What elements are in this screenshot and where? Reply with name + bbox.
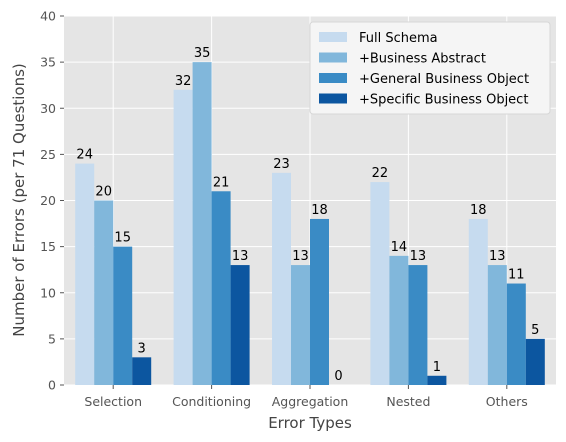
data-label: 1 <box>433 360 441 375</box>
x-tick-label: Nested <box>386 394 430 409</box>
bar <box>427 375 447 385</box>
legend-swatch <box>319 93 347 104</box>
legend-entry: +Specific Business Object <box>359 93 528 108</box>
data-label: 18 <box>470 203 487 218</box>
bar <box>192 62 212 385</box>
y-tick-label: 0 <box>48 378 56 393</box>
legend-swatch <box>319 73 347 83</box>
y-tick-label: 30 <box>40 101 56 116</box>
data-label: 3 <box>138 341 146 356</box>
y-tick-label: 20 <box>40 193 56 208</box>
y-tick-label: 5 <box>48 331 56 346</box>
bar <box>94 200 114 385</box>
y-tick-label: 25 <box>40 147 56 162</box>
bar <box>468 218 488 385</box>
data-label: 24 <box>76 148 93 163</box>
data-label: 11 <box>508 268 525 283</box>
legend-swatch <box>319 32 347 42</box>
bar <box>408 265 428 385</box>
legend-swatch <box>319 52 347 63</box>
bar <box>291 265 310 385</box>
legend-entry: +Business Abstract <box>359 52 486 67</box>
x-axis-ticks: Selection Conditioning Aggregation Nested Ot… <box>84 385 528 409</box>
data-label: 22 <box>372 166 389 181</box>
data-label: 23 <box>273 157 290 172</box>
data-label: 13 <box>292 249 309 264</box>
y-axis-label: Number of Errors (per 71 Questions) <box>10 63 28 337</box>
data-label: 0 <box>334 369 342 384</box>
bar <box>310 218 329 385</box>
bar <box>211 191 231 385</box>
legend-entry: Full Schema <box>359 31 438 46</box>
y-tick-label: 35 <box>40 55 56 70</box>
y-tick-label: 15 <box>40 239 56 254</box>
bar <box>389 255 409 385</box>
x-tick-label: Others <box>486 394 528 409</box>
bar <box>487 265 507 385</box>
bars <box>75 62 545 386</box>
bar <box>173 89 193 386</box>
bar <box>230 265 250 385</box>
bar <box>75 163 95 385</box>
x-tick-label: Selection <box>84 394 142 409</box>
x-axis-label: Error Types <box>268 414 352 432</box>
data-label: 13 <box>489 249 506 264</box>
bar <box>113 246 133 385</box>
data-label: 21 <box>213 175 230 190</box>
data-label: 15 <box>114 231 131 246</box>
bar <box>525 338 545 385</box>
data-label: 32 <box>175 74 192 89</box>
bar <box>370 182 390 385</box>
legend: Full Schema +Business Abstract +General Bu… <box>309 21 551 115</box>
data-label: 13 <box>410 249 427 264</box>
y-tick-label: 40 <box>40 9 56 24</box>
bar <box>506 283 526 385</box>
bar <box>272 172 291 385</box>
data-label: 18 <box>311 203 328 218</box>
data-label: 35 <box>194 46 211 61</box>
y-axis-ticks: 0 5 10 15 20 25 30 35 40 <box>40 9 64 393</box>
x-tick-label: Aggregation <box>272 394 349 409</box>
legend-entry: +General Business Object <box>359 72 529 87</box>
data-label: 14 <box>391 240 408 255</box>
data-label: 20 <box>95 185 112 200</box>
bar <box>132 357 152 385</box>
data-label: 13 <box>232 249 249 264</box>
data-label: 5 <box>531 323 539 338</box>
x-tick-label: Conditioning <box>172 394 251 409</box>
y-tick-label: 10 <box>40 285 56 300</box>
legend-box <box>309 21 551 115</box>
